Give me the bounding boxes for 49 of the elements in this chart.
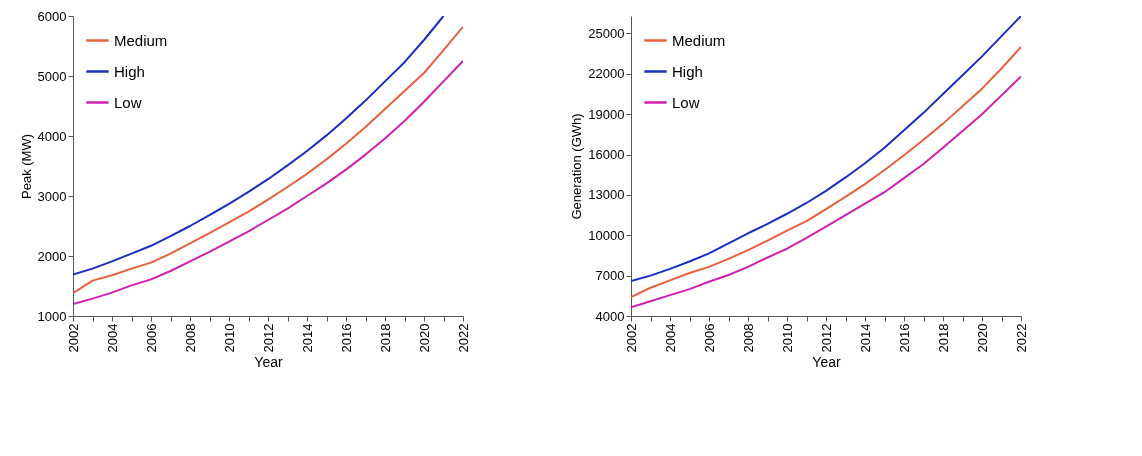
line-series bbox=[631, 45, 1021, 299]
y-tick-label: 4000 bbox=[37, 128, 67, 144]
x-tick-label: 2020 bbox=[416, 323, 432, 353]
y-tick-label: 6000 bbox=[37, 8, 67, 24]
x-tick-label: 2022 bbox=[1013, 323, 1029, 353]
x-tick-label: 2014 bbox=[857, 323, 873, 353]
y-tick-label: 16000 bbox=[588, 147, 625, 163]
x-tick-label: 2006 bbox=[701, 323, 717, 353]
line-series bbox=[73, 60, 463, 305]
x-tick-label: 2010 bbox=[221, 323, 237, 353]
y-tick-label: 2000 bbox=[37, 248, 67, 264]
x-tick-label: 2022 bbox=[455, 323, 471, 353]
y-axis-title: Generation (GWh) bbox=[569, 113, 585, 220]
x-axis-title: Year bbox=[812, 354, 841, 371]
y-tick-label: 7000 bbox=[595, 268, 625, 284]
y-tick-label: 3000 bbox=[37, 188, 67, 204]
y-tick-label: 22000 bbox=[588, 66, 625, 82]
legend-label: Medium bbox=[672, 31, 726, 49]
x-tick-label: 2004 bbox=[104, 323, 120, 353]
x-tick-label: 2008 bbox=[740, 323, 756, 353]
x-tick-label: 2018 bbox=[377, 323, 393, 353]
y-tick-label: 25000 bbox=[588, 25, 625, 41]
x-tick-label: 2006 bbox=[143, 323, 159, 353]
y-tick-label: 5000 bbox=[37, 68, 67, 84]
x-tick-label: 2004 bbox=[662, 323, 678, 353]
y-tick-label: 4000 bbox=[595, 308, 625, 324]
y-tick-label: 19000 bbox=[588, 106, 625, 122]
x-tick-label: 2012 bbox=[818, 323, 834, 353]
y-tick-label: 13000 bbox=[588, 187, 625, 203]
y-axis-title: Peak (MW) bbox=[18, 134, 34, 199]
legend-label: High bbox=[114, 62, 145, 80]
x-tick-label: 2002 bbox=[65, 323, 81, 353]
x-axis-title: Year bbox=[254, 354, 283, 371]
x-tick-label: 2014 bbox=[299, 323, 315, 353]
x-tick-label: 2008 bbox=[182, 323, 198, 353]
x-tick-label: 2020 bbox=[974, 323, 990, 353]
x-tick-label: 2010 bbox=[779, 323, 795, 353]
x-tick-label: 2012 bbox=[260, 323, 276, 353]
x-tick-label: 2016 bbox=[338, 323, 354, 353]
legend-label: High bbox=[672, 62, 703, 80]
x-tick-label: 2002 bbox=[623, 323, 639, 353]
x-tick-label: 2018 bbox=[935, 323, 951, 353]
line-series bbox=[631, 16, 1021, 283]
legend-label: Low bbox=[114, 93, 142, 111]
y-tick-label: 1000 bbox=[37, 308, 67, 324]
legend-label: Medium bbox=[114, 31, 168, 49]
x-tick-label: 2016 bbox=[896, 323, 912, 353]
y-tick-label: 10000 bbox=[588, 227, 625, 243]
legend-label: Low bbox=[672, 93, 700, 111]
